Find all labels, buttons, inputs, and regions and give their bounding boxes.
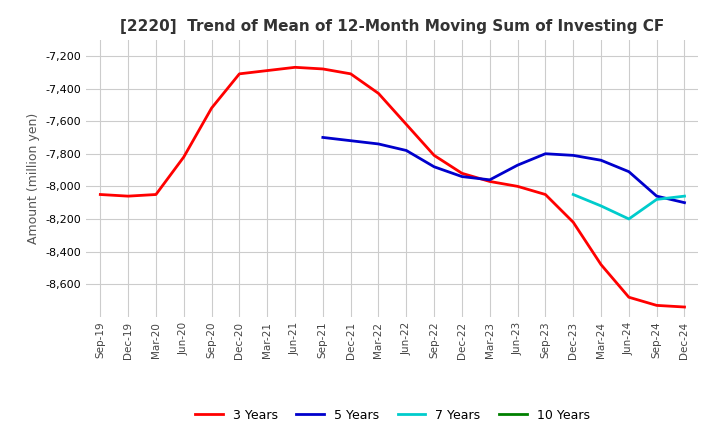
5 Years: [597, 158, 606, 163]
Line: 5 Years: 5 Years: [323, 137, 685, 203]
5 Years: [402, 148, 410, 153]
3 Years: [124, 194, 132, 199]
3 Years: [374, 91, 383, 96]
3 Years: [430, 153, 438, 158]
7 Years: [569, 192, 577, 197]
3 Years: [597, 262, 606, 267]
5 Years: [458, 174, 467, 179]
3 Years: [96, 192, 104, 197]
Y-axis label: Amount (million yen): Amount (million yen): [27, 113, 40, 244]
5 Years: [430, 164, 438, 169]
3 Years: [569, 220, 577, 225]
7 Years: [652, 197, 661, 202]
3 Years: [235, 71, 243, 77]
5 Years: [624, 169, 633, 174]
5 Years: [680, 200, 689, 205]
7 Years: [597, 203, 606, 209]
3 Years: [652, 303, 661, 308]
3 Years: [458, 171, 467, 176]
3 Years: [541, 192, 550, 197]
3 Years: [346, 71, 355, 77]
5 Years: [569, 153, 577, 158]
Line: 3 Years: 3 Years: [100, 67, 685, 307]
5 Years: [541, 151, 550, 156]
3 Years: [624, 295, 633, 300]
7 Years: [680, 194, 689, 199]
3 Years: [207, 106, 216, 111]
5 Years: [485, 177, 494, 183]
3 Years: [263, 68, 271, 73]
3 Years: [485, 179, 494, 184]
3 Years: [318, 66, 327, 72]
5 Years: [318, 135, 327, 140]
5 Years: [652, 194, 661, 199]
5 Years: [374, 141, 383, 147]
3 Years: [179, 154, 188, 160]
Line: 7 Years: 7 Years: [573, 194, 685, 219]
7 Years: [624, 216, 633, 222]
3 Years: [402, 122, 410, 127]
5 Years: [346, 138, 355, 143]
3 Years: [513, 184, 522, 189]
Legend: 3 Years, 5 Years, 7 Years, 10 Years: 3 Years, 5 Years, 7 Years, 10 Years: [190, 404, 595, 427]
5 Years: [513, 162, 522, 168]
Title: [2220]  Trend of Mean of 12-Month Moving Sum of Investing CF: [2220] Trend of Mean of 12-Month Moving …: [120, 19, 665, 34]
3 Years: [291, 65, 300, 70]
3 Years: [152, 192, 161, 197]
3 Years: [680, 304, 689, 310]
